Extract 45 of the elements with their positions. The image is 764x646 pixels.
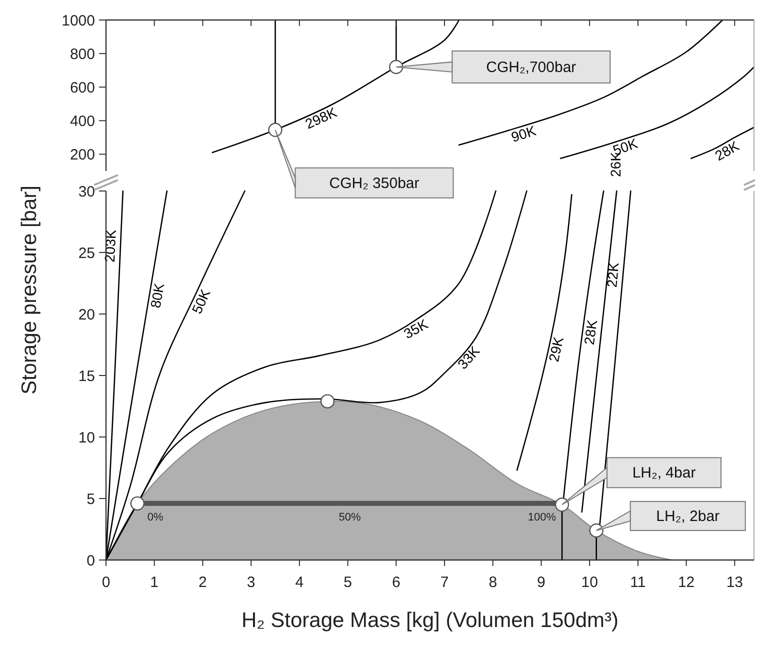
y-tick-label: 10 [78,429,95,446]
y-tick-label: 20 [78,306,95,324]
annotation: LH₂, 4bar [632,464,696,482]
y-tick-label: 600 [70,79,95,96]
text: 28K [712,137,742,164]
y-tick-label: 15 [78,368,95,385]
annotation: LH₂, 2bar [656,508,720,525]
annotation: 100% [528,511,556,524]
y-axis-title: Storage pressure [bar] [18,186,41,394]
text: 50K [188,286,214,316]
text: 80K [147,281,168,310]
x-tick-label: 2 [198,574,207,591]
x-tick-label: 7 [440,574,449,591]
text: 22K [604,261,622,288]
x-tick-label: 1 [150,574,159,591]
y-tick-label: 30 [78,183,95,200]
text: 29K [545,334,567,364]
text: 35K [401,315,432,342]
x-tick-label: 12 [678,574,695,591]
x-axis-title: H₂ Storage Mass [kg] (Volumen 150dm³) [242,609,618,632]
x-tick-label: 0 [102,574,110,591]
y-tick-label: 200 [70,146,95,164]
y-tick-label: 400 [70,112,95,130]
annotation: 50% [338,511,361,524]
x-tick-label: 3 [246,574,256,591]
y-tick-label: 1000 [62,12,95,30]
x-tick-label: 11 [630,574,646,591]
y-tick-label: 25 [78,244,95,262]
text: 33K [454,342,484,372]
x-tick-label: 9 [537,574,546,591]
annotation: CGH₂ 350bar [329,174,420,192]
x-tick-label: 13 [726,574,743,591]
text: 298K [302,104,340,132]
x-tick-label: 6 [392,574,400,591]
text: 90K [509,122,538,146]
x-tick-label: 4 [295,574,304,591]
x-tick-label: 10 [581,574,598,591]
annotation: CGH₂,700bar [486,58,576,76]
x-tick-label: 8 [488,574,498,591]
annotation: 0% [147,511,164,524]
y-tick-label: 5 [86,490,95,508]
y-tick-label: 800 [70,46,95,63]
text: 28K [580,318,600,346]
y-tick-label: 0 [86,552,95,570]
x-tick-label: 5 [344,574,352,591]
